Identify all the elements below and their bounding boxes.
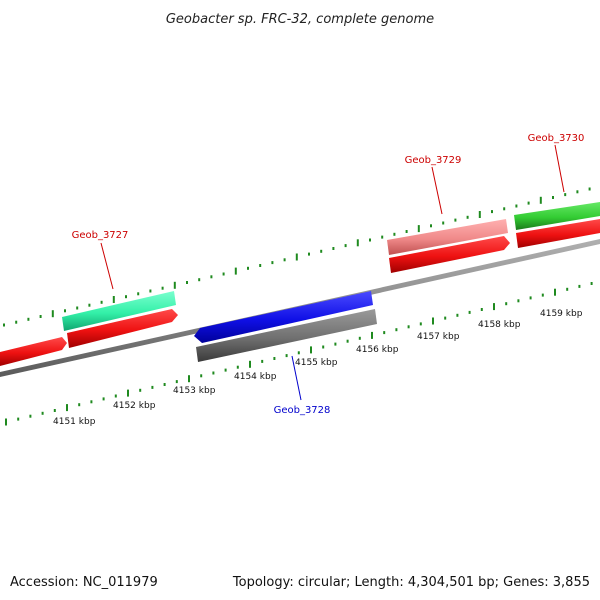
gene-callout-3730[interactable]: Geob_3730 bbox=[528, 133, 585, 193]
cds-left-edge[interactable] bbox=[0, 337, 67, 366]
kbp-label: 4154 kbp bbox=[234, 372, 277, 382]
cds-3730-feature[interactable] bbox=[516, 219, 600, 248]
gene-label-3730: Geob_3730 bbox=[528, 133, 585, 144]
upper-tick-row bbox=[3, 187, 591, 327]
map-title: Geobacter sp. FRC-32, complete genome bbox=[166, 12, 434, 27]
gene-3727-feature[interactable] bbox=[62, 291, 176, 331]
gene-3728-feature[interactable] bbox=[196, 309, 377, 362]
accession-text: Accession: NC_011979 bbox=[10, 575, 158, 590]
gene-label-3727: Geob_3727 bbox=[72, 230, 129, 241]
cds-3727-feature[interactable] bbox=[67, 309, 178, 348]
kbp-label: 4156 kbp bbox=[356, 345, 399, 355]
kbp-label: 4159 kbp bbox=[540, 309, 583, 319]
gene-label-3729: Geob_3729 bbox=[405, 155, 462, 166]
kbp-label: 4151 kbp bbox=[53, 417, 96, 427]
feature-layer bbox=[0, 202, 600, 366]
gene-callout-3727[interactable]: Geob_3727 bbox=[72, 230, 129, 290]
cds-3728-feature[interactable] bbox=[194, 291, 373, 343]
gene-callout-3729[interactable]: Geob_3729 bbox=[405, 155, 462, 215]
topology-text: Topology: circular; Length: 4,304,501 bp… bbox=[232, 575, 590, 590]
callout-line bbox=[291, 355, 302, 401]
callout-line bbox=[100, 242, 114, 290]
kbp-label: 4157 kbp bbox=[417, 332, 460, 342]
kbp-label: 4153 kbp bbox=[173, 386, 216, 396]
gene-3729-feature[interactable] bbox=[387, 219, 508, 255]
lower-tick-row bbox=[5, 282, 593, 426]
callout-line bbox=[554, 144, 565, 193]
gene-label-3728: Geob_3728 bbox=[274, 405, 331, 416]
gene-3730-feature[interactable] bbox=[514, 202, 600, 230]
kbp-label: 4152 kbp bbox=[113, 401, 156, 411]
kbp-label: 4155 kbp bbox=[295, 358, 338, 368]
cds-3729-feature[interactable] bbox=[389, 236, 510, 273]
gene-callout-3728[interactable]: Geob_3728 bbox=[274, 355, 331, 416]
kbp-label: 4158 kbp bbox=[478, 320, 521, 330]
callout-line bbox=[431, 166, 443, 215]
kbp-label-row: 4151 kbp 4152 kbp 4153 kbp 4154 kbp 4155… bbox=[53, 309, 583, 427]
